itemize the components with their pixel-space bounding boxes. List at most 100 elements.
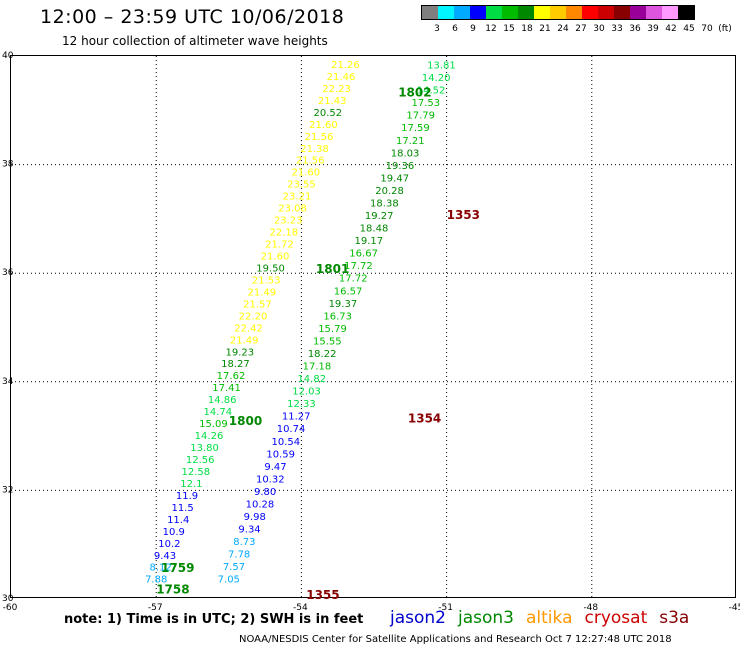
wave-height-label: 11.5 (171, 503, 193, 514)
wave-height-label: 21.26 (331, 60, 360, 71)
wave-height-label: 12.33 (287, 399, 316, 410)
pass-time-label: 1354 (408, 412, 441, 426)
wave-height-label: 21.60 (291, 168, 320, 179)
legend-label: 15 (503, 24, 515, 34)
wave-height-label: 7.57 (223, 562, 245, 573)
wave-height-label: 18.27 (221, 359, 250, 370)
x-tick-label: -45 (729, 603, 740, 613)
wave-height-label: 16.67 (349, 249, 378, 260)
legend-swatch (486, 6, 502, 19)
wave-height-label: 21.46 (327, 72, 356, 83)
wave-height-label: 14.74 (203, 407, 232, 418)
wave-height-label: 14.82 (297, 374, 326, 385)
pass-time-label: 1759 (161, 561, 194, 575)
wave-height-label: 21.60 (261, 252, 290, 263)
pass-time-label: 1802 (398, 86, 431, 100)
wave-height-label: 17.72 (339, 274, 368, 285)
wave-height-label: 7.05 (218, 575, 240, 586)
wave-height-label: 17.91 (335, 56, 364, 59)
wave-height-label: 15.55 (313, 336, 342, 347)
legend-swatch (438, 6, 454, 19)
satellite-label: altika (526, 608, 573, 628)
wave-height-label: 16.57 (334, 286, 363, 297)
wave-height-label: 10.28 (246, 499, 275, 510)
legend-swatch (678, 6, 694, 19)
wave-height-label: 19.23 (225, 347, 254, 358)
note-text: note: 1) Time is in UTC; 2) SWH is in fe… (64, 612, 364, 627)
satellite-label: jason3 (458, 608, 514, 628)
wave-height-label: 21.43 (318, 96, 347, 107)
legend-swatch (454, 6, 470, 19)
wave-height-label: 23.08 (278, 204, 307, 215)
wave-height-label: 23.23 (274, 216, 303, 227)
wave-height-label: 20.52 (313, 108, 342, 119)
wave-height-map: 7.888.129.4310.210.911.411.511.912.112.5… (11, 56, 737, 599)
wave-height-label: 18.48 (360, 224, 389, 235)
legend-swatch (550, 6, 566, 19)
wave-height-label: 17.18 (303, 362, 332, 373)
wave-height-label: 17.72 (344, 261, 373, 272)
legend-swatch (582, 6, 598, 19)
wave-height-label: 14.26 (195, 431, 224, 442)
wave-height-label: 14.52 (417, 86, 446, 97)
legend-label: 21 (539, 24, 551, 34)
legend-label: 3 (434, 24, 440, 34)
legend-swatch (534, 6, 550, 19)
wave-height-label: 7.78 (228, 550, 250, 561)
pass-time-label: 1758 (156, 583, 189, 597)
pass-time-label: 1800 (229, 414, 262, 428)
map-title: 12:00 – 23:59 UTC 10/06/2018 (40, 6, 345, 28)
wave-height-label: 17.62 (217, 371, 246, 382)
legend-label: 12 (485, 24, 497, 34)
wave-height-label: 19.50 (256, 263, 285, 274)
wave-height-label: 22.18 (269, 228, 298, 239)
legend-label: 42 (665, 24, 677, 34)
satellite-label: jason2 (390, 608, 446, 628)
wave-height-label: 21.38 (300, 144, 329, 155)
color-legend (421, 5, 695, 20)
legend-label: (ft) (718, 24, 732, 34)
legend-label: 45 (683, 24, 695, 34)
wave-height-label: 21.56 (305, 132, 334, 143)
legend-swatch (422, 6, 438, 19)
legend-label: 18 (521, 24, 533, 34)
satellite-label: cryosat (584, 608, 648, 628)
footer-credit: NOAA/NESDIS Center for Satellite Applica… (239, 634, 672, 645)
wave-height-label: 19.47 (380, 173, 409, 184)
legend-label: 6 (452, 24, 458, 34)
legend-swatch (630, 6, 646, 19)
wave-height-label: 9.98 (244, 512, 266, 523)
wave-height-label: 8.12 (149, 563, 171, 574)
wave-height-label: 11.9 (176, 491, 198, 502)
legend-swatch (598, 6, 614, 19)
wave-height-label: 17.59 (401, 123, 430, 134)
legend-swatch (566, 6, 582, 19)
wave-height-label: 21.60 (309, 120, 338, 131)
wave-height-label: 16.73 (323, 311, 352, 322)
wave-height-label: 13.81 (427, 61, 456, 72)
wave-height-label: 9.47 (264, 462, 286, 473)
legend-label: 70 (701, 24, 713, 34)
legend-swatch (518, 6, 534, 19)
wave-height-label: 9.34 (238, 525, 260, 536)
wave-height-label: 22.20 (239, 311, 268, 322)
wave-height-label: 14.25 (432, 56, 461, 59)
wave-height-label: 7.88 (145, 575, 167, 586)
legend-label: 33 (611, 24, 623, 34)
legend-label: 30 (593, 24, 605, 34)
wave-height-label: 19.27 (365, 211, 394, 222)
legend-label: 9 (470, 24, 476, 34)
wave-height-label: 12.58 (181, 467, 210, 478)
wave-height-label: 17.41 (212, 383, 241, 394)
satellite-label: s3a (659, 608, 690, 628)
legend-swatch (662, 6, 678, 19)
wave-height-label: 18.38 (370, 198, 399, 209)
wave-height-label: 19.36 (386, 161, 415, 172)
legend-label: 36 (629, 24, 641, 34)
wave-height-label: 10.54 (272, 437, 301, 448)
map-subtitle: 12 hour collection of altimeter wave hei… (62, 34, 328, 48)
wave-height-label: 21.56 (296, 156, 325, 167)
wave-height-label: 23.21 (283, 192, 312, 203)
wave-height-label: 10.2 (158, 539, 180, 550)
legend-label: 27 (575, 24, 587, 34)
